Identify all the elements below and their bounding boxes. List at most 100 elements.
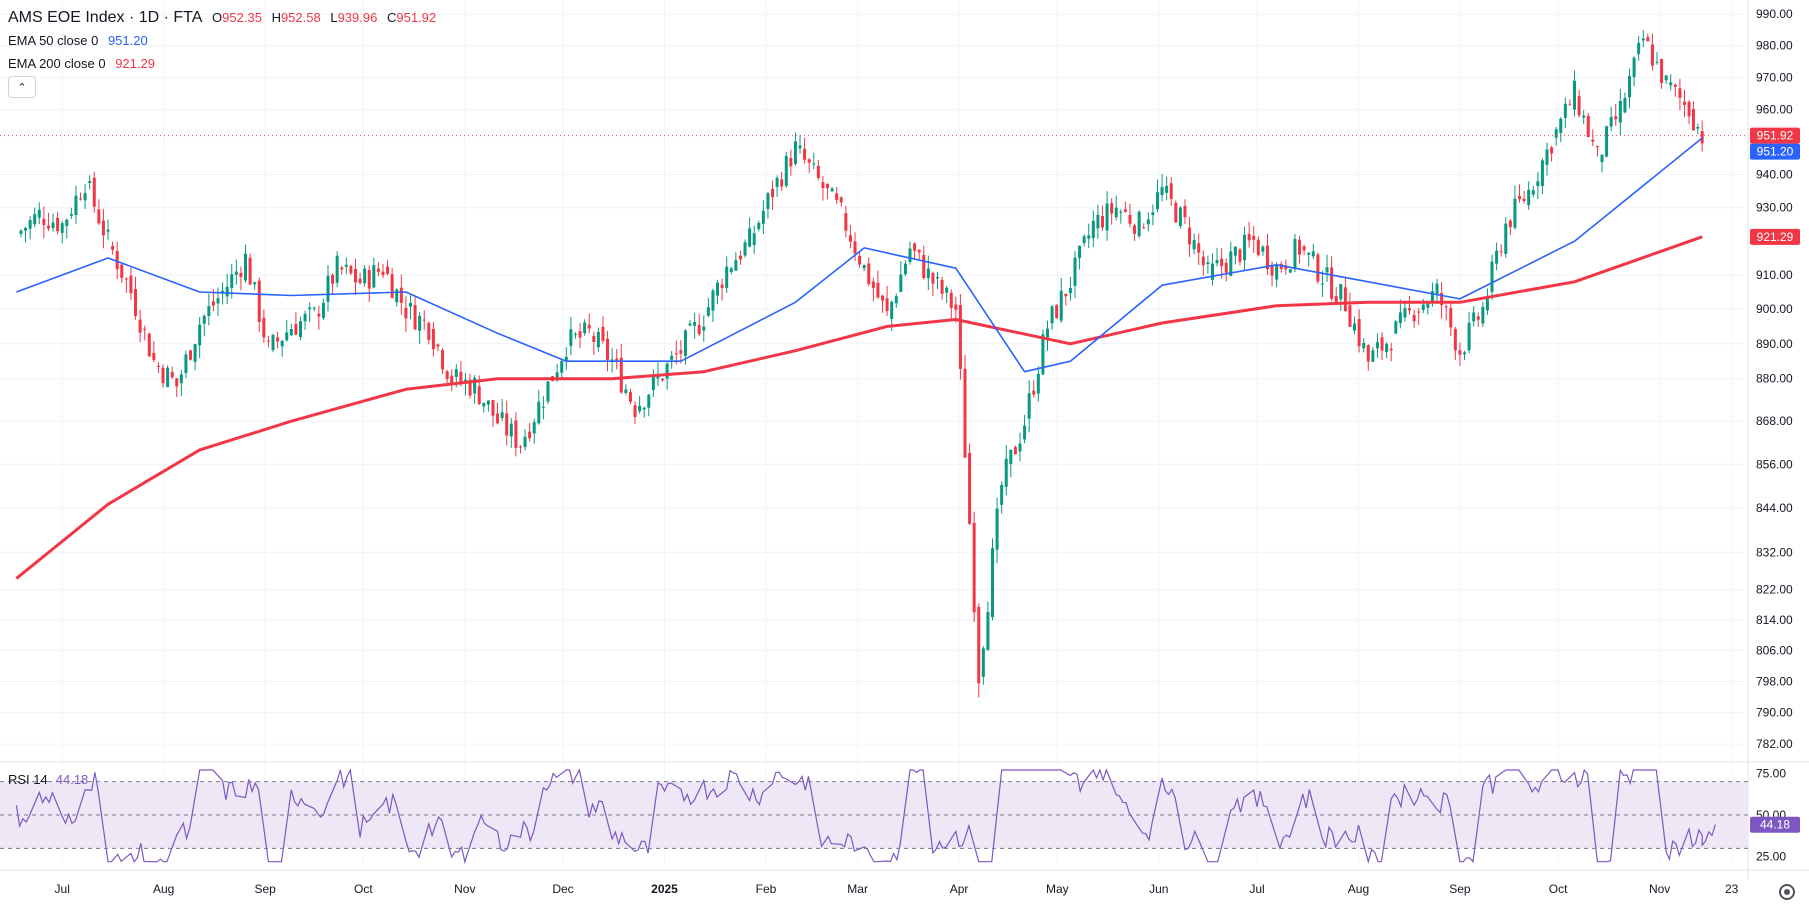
candle-body (1220, 258, 1224, 266)
candle-body (592, 335, 596, 342)
candle-body (780, 179, 784, 187)
candle-body (1375, 342, 1379, 349)
candle-body (1660, 59, 1664, 83)
candle-body (1243, 234, 1247, 261)
y-tick-label-8: 890.00 (1756, 337, 1793, 351)
y-tick-label-9: 880.00 (1756, 372, 1793, 386)
collapse-legend-button[interactable]: ⌃ (8, 76, 36, 98)
chart-legend: AMS EOE Index · 1D · FTA O952.35 H952.58… (8, 6, 436, 75)
candle-body (1568, 104, 1572, 106)
candle-body (1389, 348, 1393, 351)
price-tag-label-0: 951.92 (1757, 129, 1794, 143)
x-tick-label-4: Nov (454, 882, 475, 896)
y-tick-label-13: 832.00 (1756, 545, 1793, 559)
candle-body (1036, 373, 1040, 394)
candle-body (945, 287, 949, 293)
candle-body (294, 324, 298, 335)
candle-body (853, 241, 857, 254)
price-tag-0: 951.92 (1750, 127, 1800, 144)
candle-body (184, 354, 188, 373)
candle-body (1279, 263, 1283, 270)
candle-body (688, 323, 692, 326)
candle-body (79, 198, 83, 200)
candle-body (807, 159, 811, 163)
rsi-legend[interactable]: RSI 14 44.18 (8, 772, 88, 787)
candle-body (867, 263, 871, 284)
y-tick-label-14: 822.00 (1756, 583, 1793, 597)
candle-body (826, 183, 830, 189)
x-tick-label-3: Oct (354, 882, 373, 896)
candle-body (1577, 96, 1581, 116)
candle-body (569, 329, 573, 346)
candle-body (1004, 458, 1008, 487)
ema50-value: 951.20 (107, 33, 148, 48)
candle-body (1595, 145, 1599, 148)
candle-body (1334, 296, 1338, 304)
candle-body (303, 313, 307, 322)
candle-body (1426, 303, 1430, 308)
candle-body (156, 365, 160, 367)
x-tick-label-5: Dec (552, 882, 573, 896)
candle-body (1527, 189, 1531, 206)
candle-body (1467, 322, 1471, 351)
candle-body (326, 275, 330, 302)
candle-body (812, 163, 816, 165)
candle-body (1316, 254, 1320, 282)
candle-body (835, 193, 839, 200)
candle-body (1064, 293, 1068, 297)
candle-body (124, 278, 128, 280)
candle-body (564, 356, 568, 361)
candle-body (1320, 283, 1324, 285)
candle-body (1027, 393, 1031, 419)
candle-body (239, 272, 243, 277)
candle-body (454, 369, 458, 377)
ema200-value: 921.29 (115, 56, 155, 71)
candle-body (134, 289, 138, 317)
ema200-line (15, 235, 1703, 580)
candle-body (372, 265, 376, 288)
candle-body (1362, 342, 1366, 349)
candle-body (1536, 181, 1540, 187)
candle-body (986, 612, 990, 651)
candle-body (1087, 235, 1091, 239)
candle-body (413, 305, 417, 330)
candle-body (1096, 214, 1100, 229)
candle-body (1691, 109, 1695, 131)
candle-body (1142, 227, 1146, 229)
candle-body (720, 284, 724, 289)
candle-body (1637, 42, 1641, 55)
candle-body (1417, 311, 1421, 313)
candle-body (816, 165, 820, 178)
candle-body (386, 266, 390, 274)
candle-body (1229, 251, 1233, 277)
candle-body (170, 372, 174, 378)
candle-body (821, 182, 825, 189)
candle-body (1600, 154, 1604, 163)
settings-gear-icon[interactable] (1779, 884, 1795, 900)
candle-body (1169, 183, 1173, 200)
x-tick-label-10: May (1046, 882, 1069, 896)
y-tick-label-0: 990.00 (1756, 7, 1793, 21)
candle-body (1059, 290, 1063, 321)
candle-body (1641, 38, 1645, 41)
x-tick-label-14: Sep (1449, 882, 1471, 896)
ema200-legend[interactable]: EMA 200 close 0 921.29 (8, 52, 436, 75)
x-tick-label-13: Aug (1348, 882, 1369, 896)
candle-body (1573, 80, 1577, 110)
candle-body (427, 322, 431, 340)
y-tick-label-3: 960.00 (1756, 102, 1793, 116)
candle-body (46, 225, 50, 229)
candle-body (1664, 75, 1668, 81)
candle-body (1210, 263, 1214, 280)
candle-body (936, 277, 940, 279)
candle-body (1618, 100, 1622, 123)
ema50-legend[interactable]: EMA 50 close 0 951.20 (8, 29, 436, 52)
candle-body (33, 214, 37, 225)
candle-body (500, 412, 504, 419)
candle-body (954, 304, 958, 310)
candle-body (143, 328, 147, 330)
high-value: 952.58 (280, 10, 321, 25)
candle-body (280, 340, 284, 347)
x-tick-label-6: 2025 (651, 882, 678, 896)
